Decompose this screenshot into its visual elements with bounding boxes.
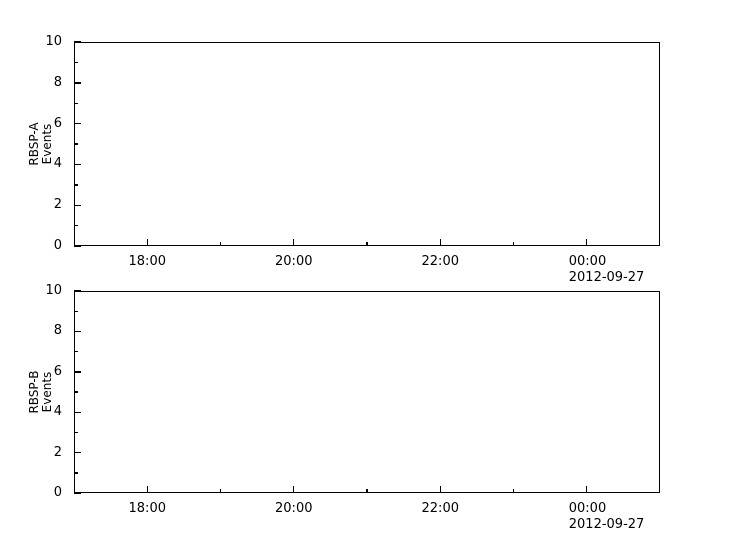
- x-tick-mark: [512, 242, 515, 246]
- y-axis-title-rbsp-b: RBSP-B Events: [27, 347, 58, 437]
- y-tick-label: 8: [53, 323, 62, 339]
- x-tick-mark: [366, 242, 368, 246]
- x-tick-mark: [586, 239, 588, 246]
- y-tick-mark: [74, 492, 81, 494]
- y-tick-label: 2: [53, 197, 62, 213]
- x-tick-time-label: 22:00: [421, 501, 459, 516]
- x-tick-mark: [219, 242, 222, 246]
- x-tick-mark: [293, 239, 295, 246]
- x-tick-mark: [439, 239, 441, 246]
- y-axis-title-rbsp-a: RBSP-A Events: [27, 99, 58, 189]
- x-tick-label: 22:00: [380, 501, 500, 517]
- x-tick-label: 20:00: [234, 501, 354, 517]
- y-tick-mark: [74, 350, 78, 353]
- y-tick-mark: [74, 472, 78, 474]
- y-tick-mark: [74, 290, 81, 292]
- x-tick-mark: [146, 239, 148, 246]
- y-tick-mark: [74, 391, 78, 393]
- y-tick-mark: [74, 224, 78, 227]
- y-tick-mark: [74, 143, 78, 145]
- x-tick-time-label: 00:00: [568, 501, 607, 516]
- y-tick-mark: [74, 431, 78, 434]
- y-tick-mark: [74, 451, 81, 454]
- x-tick-date-label: 2012-09-27: [568, 517, 645, 532]
- plot-panel-rbsp-a: 0 2 4 6 8 10 18:00 20:00 22:00 00:00 2012-09-27 RBS…: [27, 34, 660, 285]
- y-tick-mark: [74, 310, 78, 312]
- y-tick-mark: [74, 82, 81, 84]
- x-tick-label: 22:00: [380, 254, 500, 270]
- x-tick-label: 20:00: [234, 254, 354, 270]
- y-tick-mark: [74, 163, 81, 166]
- y-tick-label: 8: [53, 74, 62, 90]
- x-tick-label: 18:00: [87, 254, 207, 270]
- x-tick-time-label: 18:00: [128, 501, 166, 516]
- y-axis-title-line: Events: [40, 371, 54, 413]
- y-tick-mark: [74, 371, 81, 373]
- y-tick-mark: [74, 411, 81, 413]
- x-tick-time-label: 00:00: [568, 254, 607, 269]
- y-tick-label: 4: [53, 404, 62, 420]
- y-tick-mark: [74, 61, 78, 64]
- y-tick-mark: [74, 245, 81, 247]
- x-tick-date-label: 2012-09-27: [568, 270, 645, 285]
- plot-panel-rbsp-b: 0 2 4 6 8 10 18:00 20:00 22:00 00:00 2012-09-27 RBS…: [27, 283, 660, 532]
- y-tick-label: 6: [53, 363, 62, 379]
- plot-area-rbsp-a: [74, 42, 660, 246]
- y-tick-mark: [74, 122, 81, 125]
- x-tick-mark: [366, 489, 368, 493]
- y-tick-label: 10: [45, 34, 62, 49]
- x-tick-mark: [146, 486, 148, 493]
- y-tick-mark: [74, 184, 78, 186]
- y-tick-label: 6: [53, 115, 62, 131]
- y-tick-mark: [74, 330, 81, 333]
- y-tick-mark: [74, 41, 81, 43]
- x-tick-time-label: 22:00: [421, 254, 459, 269]
- x-tick-label: 00:00 2012-09-27: [569, 501, 729, 533]
- x-tick-mark: [586, 486, 588, 493]
- y-tick-label: 0: [53, 238, 62, 253]
- y-tick-label: 0: [53, 485, 62, 500]
- y-tick-label: 4: [53, 156, 62, 172]
- plot-area-rbsp-b: [74, 291, 660, 493]
- y-tick-label: 10: [45, 283, 62, 298]
- y-axis-title-line: Events: [40, 123, 54, 165]
- y-tick-mark: [74, 102, 78, 104]
- x-tick-mark: [439, 486, 441, 493]
- x-tick-time-label: 18:00: [128, 254, 166, 269]
- x-tick-time-label: 20:00: [275, 501, 313, 516]
- x-tick-time-label: 20:00: [275, 254, 313, 269]
- x-tick-label: 18:00: [87, 501, 207, 517]
- x-tick-mark: [293, 486, 295, 493]
- x-tick-mark: [219, 489, 222, 493]
- y-tick-mark: [74, 204, 81, 206]
- x-tick-label: 00:00 2012-09-27: [569, 254, 729, 286]
- y-tick-label: 2: [53, 444, 62, 460]
- x-tick-mark: [512, 489, 515, 493]
